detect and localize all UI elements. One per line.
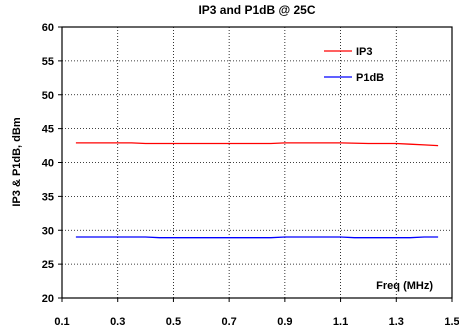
y-tick-label: 20	[42, 293, 54, 305]
x-tick-label: 1.3	[389, 316, 404, 328]
y-tick-label: 50	[42, 90, 54, 102]
series-line-p1db	[75, 236, 439, 239]
y-tick-label: 30	[42, 225, 54, 237]
y-tick-label: 60	[42, 22, 54, 34]
x-tick-label: 0.7	[221, 316, 236, 328]
y-tick-label: 55	[42, 56, 54, 68]
y-tick-label: 25	[42, 259, 54, 271]
y-tick-label: 45	[42, 124, 54, 136]
x-tick-label: 1.5	[444, 316, 459, 328]
y-tick-label: 40	[42, 158, 54, 170]
x-axis-label: Freq (MHz)	[376, 280, 433, 292]
grid-lines	[62, 27, 452, 298]
chart-title: IP3 and P1dB @ 25C	[198, 3, 315, 17]
legend-label-ip3: IP3	[356, 46, 373, 58]
x-tick-label: 1.1	[333, 316, 348, 328]
y-tick-label: 35	[42, 191, 54, 203]
x-tick-label: 0.5	[166, 316, 181, 328]
legend: IP3 P1dB	[324, 46, 384, 84]
series-layer	[75, 142, 439, 239]
y-axis-label: IP3 & P1dB, dBm	[11, 117, 23, 206]
axis-ticks: 0.1 0.3 0.5 0.7 0.9 1.1 1.3 1.5 20 25 30 35 40 45 50 55…	[42, 22, 459, 328]
legend-label-p1db: P1dB	[356, 72, 384, 84]
series-line-ip3	[75, 142, 439, 147]
x-tick-label: 0.3	[110, 316, 125, 328]
x-tick-label: 0.9	[277, 316, 292, 328]
x-tick-label: 0.1	[54, 316, 69, 328]
